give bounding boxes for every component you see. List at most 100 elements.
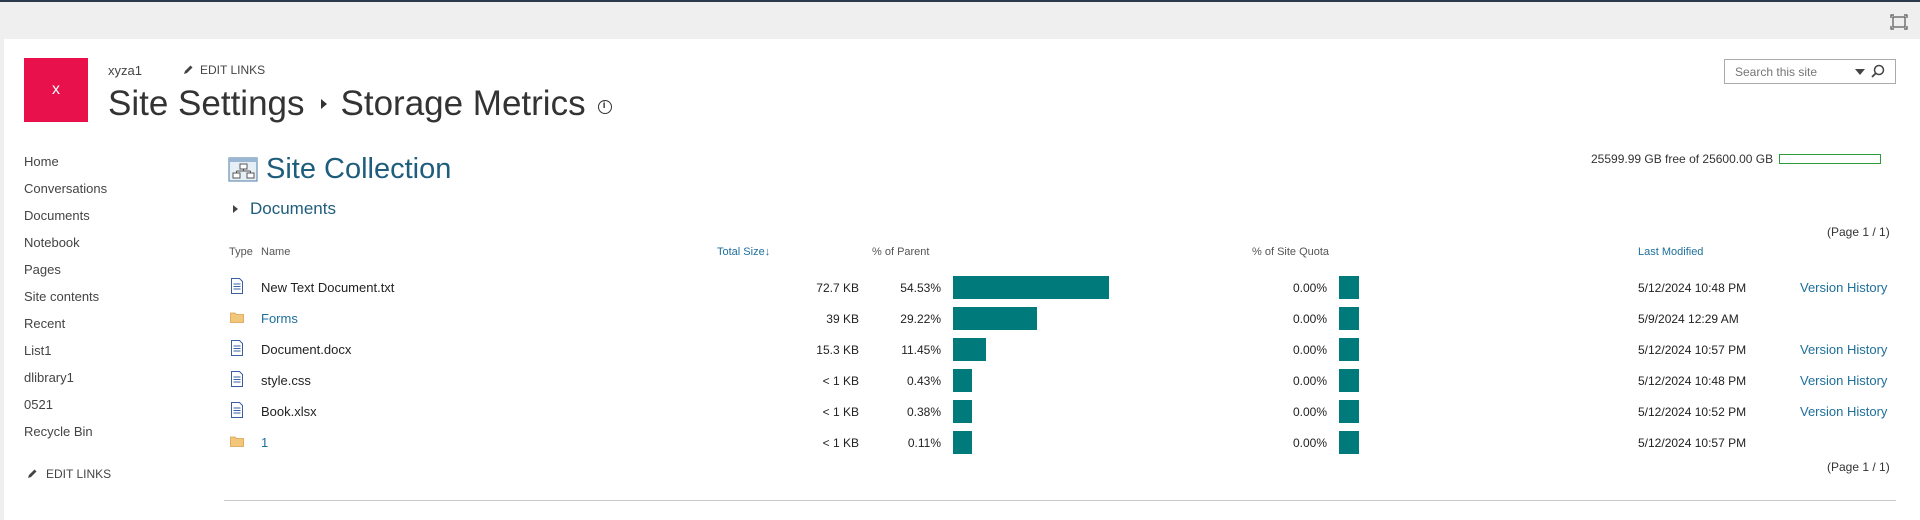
- folder-icon: [230, 436, 244, 447]
- site-logo[interactable]: x: [24, 58, 88, 122]
- search-input[interactable]: [1725, 64, 1853, 79]
- col-last-modified[interactable]: Last Modified: [1638, 246, 1704, 258]
- nav-item-list1[interactable]: List1: [24, 343, 52, 358]
- pct-quota-bar: [1339, 431, 1359, 454]
- row-last-modified: 5/12/2024 10:57 PM: [1638, 343, 1747, 357]
- row-pct-parent: 0.43%: [906, 374, 941, 388]
- row-name: Document.docx: [261, 342, 352, 357]
- row-total-size: < 1 KB: [822, 436, 859, 450]
- section-title: Site Collection: [266, 153, 452, 185]
- quota-text: 25599.99 GB free of 25600.00 GB: [1591, 152, 1774, 166]
- nav-item-home[interactable]: Home: [24, 154, 59, 169]
- row-name[interactable]: 1: [261, 435, 269, 450]
- pct-quota-bar: [1339, 307, 1359, 330]
- site-quota: 25599.99 GB free of 25600.00 GB: [1591, 152, 1882, 166]
- path-documents-label: Documents: [250, 199, 336, 218]
- row-name: style.css: [261, 373, 311, 388]
- quota-progress-bar: [1779, 154, 1882, 164]
- col-name[interactable]: Name: [261, 246, 291, 258]
- edit-links-left-button[interactable]: EDIT LINKS: [26, 467, 111, 481]
- table-header: Type Name Total Size↓ % of Parent % of S…: [228, 246, 1896, 260]
- nav-item-0521[interactable]: 0521: [24, 397, 53, 412]
- storage-table: Type Name Total Size↓ % of Parent % of S…: [228, 246, 1896, 454]
- version-history-link[interactable]: Version History: [1800, 404, 1888, 419]
- document-icon: [231, 371, 243, 387]
- focus-on-content-icon[interactable]: [1890, 14, 1908, 30]
- nav-item-recycle-bin[interactable]: Recycle Bin: [24, 424, 93, 439]
- nav-item-pages[interactable]: Pages: [24, 262, 61, 277]
- search-icon[interactable]: [1867, 62, 1889, 82]
- row-total-size: 15.3 KB: [816, 343, 859, 357]
- table-row: Forms 39 KB 29.22% 0.00% 5/9/2024 12:29 AM: [228, 303, 1896, 334]
- nav-item-notebook[interactable]: Notebook: [24, 235, 80, 250]
- document-icon: [231, 402, 243, 418]
- row-last-modified: 5/9/2024 12:29 AM: [1638, 312, 1739, 326]
- row-last-modified: 5/12/2024 10:52 PM: [1638, 405, 1747, 419]
- version-history-link[interactable]: Version History: [1800, 342, 1888, 357]
- expand-arrow-icon: [233, 205, 238, 213]
- row-name: Book.xlsx: [261, 404, 317, 419]
- page-title: Site Settings Storage Metrics: [108, 84, 612, 124]
- section-header: Site Collection: [228, 153, 451, 186]
- nav-item-conversations[interactable]: Conversations: [24, 181, 108, 196]
- row-total-size: 39 KB: [826, 312, 859, 326]
- breadcrumb-current: Storage Metrics: [340, 84, 586, 123]
- table-row: 1 < 1 KB 0.11% 0.00% 5/12/2024 10:57 PM: [228, 427, 1896, 458]
- search-scope-dropdown-icon[interactable]: [1853, 62, 1867, 82]
- pct-parent-bar: [953, 276, 1109, 299]
- edit-links-top-label: EDIT LINKS: [200, 63, 266, 77]
- row-last-modified: 5/12/2024 10:48 PM: [1638, 374, 1747, 388]
- document-icon: [231, 278, 243, 294]
- row-pct-parent: 29.22%: [900, 312, 941, 326]
- table-row: Book.xlsx < 1 KB 0.38% 0.00% 5/12/2024 10:52…: [228, 396, 1896, 427]
- table-row: Document.docx 15.3 KB 11.45% 0.00% 5/12/2024…: [228, 334, 1896, 365]
- row-total-size: < 1 KB: [822, 405, 859, 419]
- row-pct-quota: 0.00%: [1292, 343, 1327, 357]
- row-pct-quota: 0.00%: [1292, 374, 1327, 388]
- row-last-modified: 5/12/2024 10:57 PM: [1638, 436, 1747, 450]
- row-pct-quota: 0.00%: [1292, 436, 1327, 450]
- pencil-icon: [184, 65, 193, 74]
- row-pct-quota: 0.00%: [1292, 312, 1327, 326]
- info-icon[interactable]: [597, 100, 612, 114]
- site-collection-icon: [228, 156, 258, 182]
- table-row: style.css < 1 KB 0.43% 0.00% 5/12/2024 10:48…: [228, 365, 1896, 396]
- site-name-link[interactable]: xyza1: [108, 63, 142, 78]
- pct-quota-bar: [1339, 276, 1359, 299]
- pct-quota-bar: [1339, 400, 1359, 423]
- row-total-size: < 1 KB: [822, 374, 859, 388]
- row-name[interactable]: Forms: [261, 311, 298, 326]
- col-type: Type: [229, 246, 253, 258]
- search-box: [1724, 59, 1896, 84]
- version-history-link[interactable]: Version History: [1800, 373, 1888, 388]
- pct-parent-bar: [953, 431, 972, 454]
- bottom-divider: [224, 500, 1896, 501]
- edit-links-left-label: EDIT LINKS: [46, 467, 112, 481]
- col-pct-quota: % of Site Quota: [1252, 246, 1330, 258]
- row-pct-quota: 0.00%: [1292, 405, 1327, 419]
- pencil-icon: [28, 469, 37, 478]
- row-name: New Text Document.txt: [261, 280, 395, 295]
- breadcrumb-site-settings[interactable]: Site Settings: [108, 84, 305, 123]
- top-border: [0, 0, 1920, 2]
- pct-parent-bar: [953, 369, 972, 392]
- path-documents[interactable]: Documents: [233, 199, 336, 219]
- sort-desc-icon: ↓: [764, 246, 771, 258]
- edit-links-top-button[interactable]: EDIT LINKS: [182, 63, 265, 77]
- pager-bottom: (Page 1 / 1): [1827, 460, 1890, 474]
- pct-parent-bar: [953, 400, 972, 423]
- site-logo-letter: x: [52, 81, 60, 98]
- row-pct-parent: 54.53%: [900, 281, 941, 295]
- nav-item-documents[interactable]: Documents: [24, 208, 90, 223]
- suite-bar: [0, 2, 1920, 39]
- row-total-size: 72.7 KB: [816, 281, 859, 295]
- row-pct-parent: 0.11%: [907, 436, 941, 450]
- col-total-size[interactable]: Total Size↓: [717, 246, 770, 258]
- version-history-link[interactable]: Version History: [1800, 280, 1888, 295]
- nav-item-site-contents[interactable]: Site contents: [24, 289, 100, 304]
- col-total-size-label: Total Size: [717, 246, 765, 258]
- document-icon: [231, 340, 243, 356]
- pct-quota-bar: [1339, 369, 1359, 392]
- nav-item-recent[interactable]: Recent: [24, 316, 66, 331]
- nav-item-dlibrary1[interactable]: dlibrary1: [24, 370, 74, 385]
